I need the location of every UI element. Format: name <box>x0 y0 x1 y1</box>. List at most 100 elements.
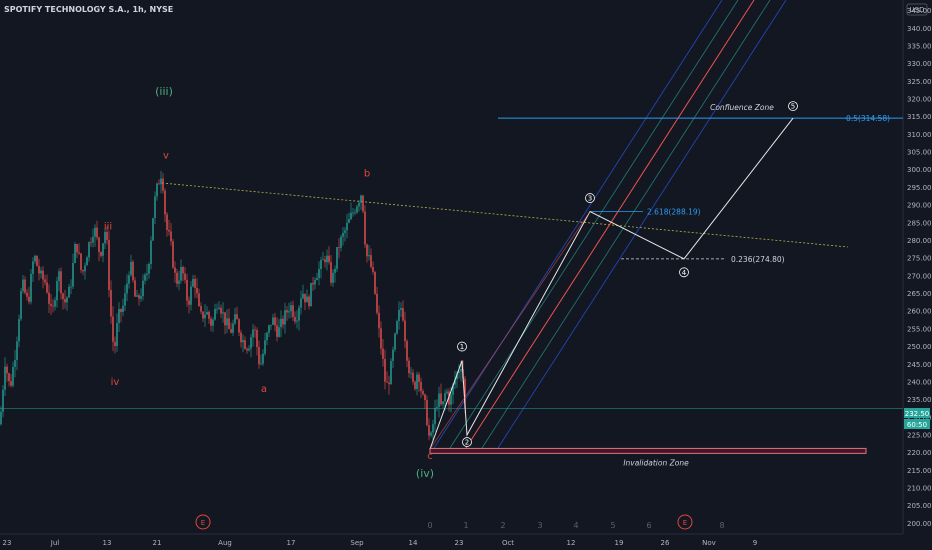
y-tick-label: 295.00 <box>907 184 932 192</box>
candle-body <box>100 251 102 256</box>
candle-body <box>332 272 334 283</box>
price-tag-last[interactable]: 232.50 <box>904 408 930 418</box>
candle-body <box>90 242 92 244</box>
candle-body <box>330 262 332 283</box>
candle-body <box>390 360 392 385</box>
fork-line-mid-left <box>449 0 739 449</box>
candle-body <box>384 358 386 382</box>
candle-body <box>174 267 176 273</box>
candle-body <box>114 341 116 346</box>
y-tick-label: 310.00 <box>907 131 932 139</box>
candle-body <box>404 320 406 342</box>
candle-body <box>224 312 226 326</box>
fork-line-outer-right <box>497 0 787 449</box>
candle-body <box>26 292 28 297</box>
y-tick-label: 325.00 <box>907 78 932 86</box>
candle-body <box>102 243 104 256</box>
fork-tick-label: 2 <box>500 521 505 530</box>
candle-body <box>70 286 72 288</box>
candle-body <box>196 287 198 294</box>
y-tick-label: 270.00 <box>907 272 932 280</box>
price-tag-countdown-box <box>904 419 930 429</box>
candle-body <box>434 408 436 425</box>
candle-body <box>80 253 82 271</box>
candle-body <box>308 296 310 307</box>
wave-circle-1[interactable]: 1 <box>457 341 467 352</box>
y-tick-label: 235.00 <box>907 396 932 404</box>
trend-line-dotted[interactable] <box>161 182 849 248</box>
x-tick-label: 14 <box>409 539 418 547</box>
candle-body <box>158 183 160 185</box>
candle-body <box>416 374 418 390</box>
candle-body <box>240 332 242 343</box>
candle-body <box>60 271 62 294</box>
candle-body <box>378 312 380 329</box>
candle-body <box>406 341 408 361</box>
candle-body <box>440 393 442 405</box>
horizontal-levels[interactable]: 0.5(314.58) 2.618(288.19) 0.236(274.80) <box>0 114 903 409</box>
wave-circle-5[interactable]: 5 <box>788 101 798 111</box>
candle-body <box>198 293 200 307</box>
candle-body <box>88 242 90 258</box>
candle-body <box>388 382 390 385</box>
candle-body <box>222 312 224 314</box>
candle-body <box>130 261 132 276</box>
candle-body <box>212 319 214 326</box>
pitchfork-channel[interactable] <box>433 0 787 449</box>
price-tag-countdown[interactable]: 60:50 <box>904 419 930 429</box>
candle-body <box>296 320 298 322</box>
y-tick-label: 265.00 <box>907 290 932 298</box>
candle-body <box>282 318 284 325</box>
y-tick-label: 320.00 <box>907 96 932 104</box>
wave-circle-3[interactable]: 3 <box>585 193 595 203</box>
candle-body <box>336 247 338 269</box>
candle-body <box>172 241 174 268</box>
event-marker-1[interactable]: E <box>195 514 211 530</box>
candle-body <box>254 329 256 331</box>
candle-body <box>292 305 294 317</box>
price-tag-countdown-label: 60:50 <box>907 421 927 429</box>
usd-badge[interactable]: USD <box>906 3 928 16</box>
candle-body <box>142 280 144 297</box>
y-tick-label: 305.00 <box>907 149 932 157</box>
projection-path-group[interactable] <box>429 117 794 450</box>
candle-body <box>216 308 218 310</box>
candle-body <box>44 279 46 283</box>
candle-body <box>28 296 30 302</box>
x-tick-label: 9 <box>753 539 757 547</box>
y-axis[interactable]: 200.00205.00210.00215.00220.00225.00230.… <box>907 7 932 528</box>
candle-body <box>188 300 190 305</box>
event-marker-2[interactable]: E <box>677 514 693 530</box>
candle-body <box>200 306 202 312</box>
candle-body <box>298 307 300 321</box>
y-tick-label: 225.00 <box>907 431 932 439</box>
candle-body <box>42 270 44 280</box>
invalidation-zone-box[interactable] <box>429 447 867 454</box>
candle-body <box>18 319 20 342</box>
candle-body <box>154 196 156 219</box>
candle-body <box>362 195 364 212</box>
wave-label-iv: iv <box>111 377 120 388</box>
invalidation-zone-label: Invalidation Zone <box>623 458 689 467</box>
fork-tick-label: 4 <box>573 521 578 530</box>
candle-body <box>144 274 146 281</box>
candle-body <box>10 381 12 386</box>
candle-body <box>320 260 322 270</box>
wave-circle-2[interactable]: 2 <box>462 437 472 447</box>
fork-tick-label: 0 <box>427 521 432 530</box>
candle-body <box>34 255 36 262</box>
x-axis[interactable]: 23 Jul 13 21 Aug 17 Sep 14 23 Oct 12 19 26 Nov 9 <box>3 539 758 547</box>
candle-body <box>62 293 64 300</box>
price-tag-last-label: 232.50 <box>905 410 930 418</box>
candle-body <box>302 293 304 299</box>
candle-body <box>92 236 94 243</box>
candle-body <box>266 332 268 341</box>
candle-body <box>106 231 108 241</box>
wave-label-a: a <box>261 384 267 395</box>
y-tick-label: 345.00 <box>907 7 932 15</box>
candle-body <box>82 270 84 272</box>
wave-circle-4[interactable]: 4 <box>679 267 689 278</box>
candle-body <box>312 282 314 285</box>
candle-body <box>402 308 404 321</box>
